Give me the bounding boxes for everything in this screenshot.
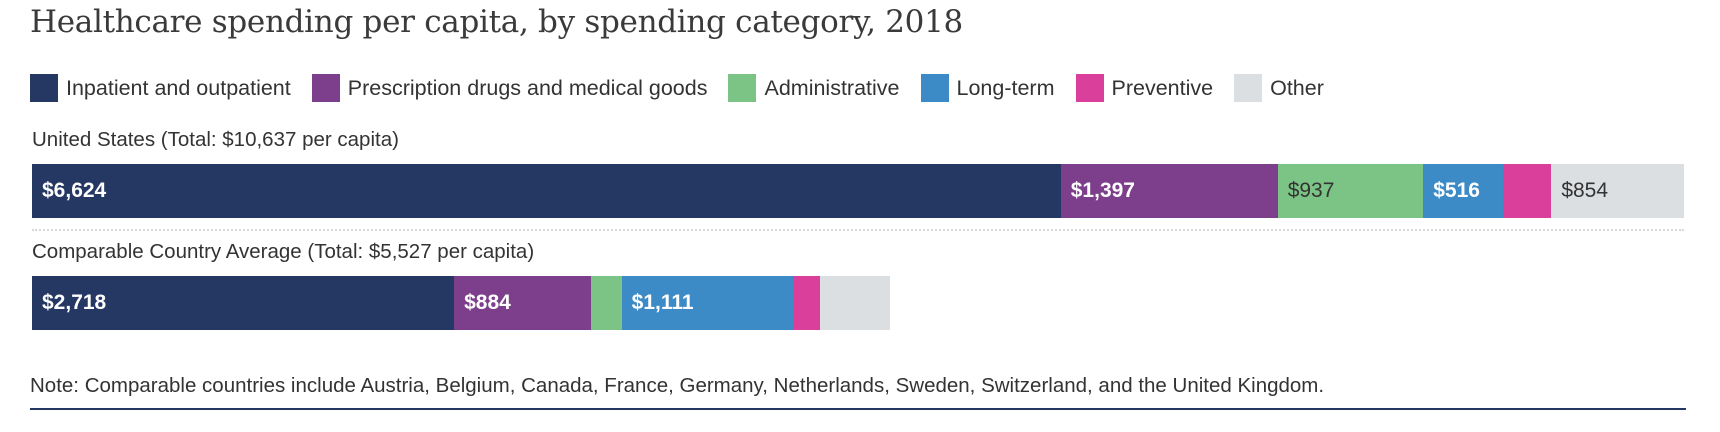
- legend-swatch-long-term: [920, 74, 949, 102]
- legend-item-long-term: Long-term: [920, 74, 1055, 102]
- legend-label: Preventive: [1111, 75, 1214, 100]
- bar-segment-administrative: $937: [1277, 164, 1424, 218]
- legend-item-administrative: Administrative: [728, 74, 900, 102]
- data-label: $516: [1433, 179, 1480, 202]
- bar-segment-preventive: [1503, 164, 1552, 218]
- bar-segment-inpatient-and-outpatient: $2,718: [32, 276, 455, 330]
- bar-segment-preventive: [794, 276, 821, 330]
- bar-segment-other: $854: [1551, 164, 1684, 218]
- bar-united-states: $6,624 $1,397 $937 $516 $854: [32, 164, 1684, 218]
- legend-label: Prescription drugs and medical goods: [347, 75, 708, 100]
- bar-segment-prescription-drugs-and-medical-goods: $1,397: [1060, 164, 1278, 218]
- bar-segment-long-term: $1,111: [621, 276, 795, 330]
- data-label: $2,718: [42, 291, 107, 314]
- legend: Inpatient and outpatient Prescription dru…: [30, 74, 1345, 102]
- bar-comparable-countries: $2,718 $884 $1,111: [32, 276, 891, 330]
- legend-swatch-other: [1234, 74, 1263, 102]
- row-label-comparable-countries: Comparable Country Average (Total: $5,52…: [32, 240, 535, 263]
- legend-item-other: Other: [1234, 74, 1324, 102]
- legend-item-inpatient-and-outpatient: Inpatient and outpatient: [30, 74, 291, 102]
- bar-segment-long-term: $516: [1423, 164, 1504, 218]
- data-label: $937: [1287, 179, 1335, 202]
- bar-segment-other: [820, 276, 891, 330]
- legend-swatch-prescription-drugs-and-medical-goods: [311, 74, 340, 102]
- data-label: $854: [1561, 179, 1609, 202]
- legend-label: Other: [1270, 75, 1324, 100]
- data-label: $1,111: [631, 291, 694, 314]
- row-label-united-states: United States (Total: $10,637 per capita…: [32, 128, 399, 151]
- legend-label: Inpatient and outpatient: [66, 75, 291, 100]
- legend-swatch-preventive: [1075, 74, 1104, 102]
- legend-item-preventive: Preventive: [1075, 74, 1214, 102]
- legend-label: Administrative: [764, 75, 900, 100]
- chart-title: Healthcare spending per capita, by spend…: [30, 4, 963, 40]
- data-label: $1,397: [1070, 179, 1135, 202]
- data-label: $884: [464, 291, 511, 314]
- footnote: Note: Comparable countries include Austr…: [30, 374, 1325, 397]
- bar-segment-administrative: [591, 276, 622, 330]
- legend-item-prescription-drugs-and-medical-goods: Prescription drugs and medical goods: [311, 74, 708, 102]
- bar-segment-inpatient-and-outpatient: $6,624: [32, 164, 1061, 218]
- data-label: $6,624: [42, 179, 107, 202]
- legend-swatch-inpatient-and-outpatient: [30, 74, 58, 102]
- row-divider: [32, 229, 1684, 231]
- bar-segment-prescription-drugs-and-medical-goods: $884: [454, 276, 592, 330]
- legend-label: Long-term: [956, 75, 1055, 100]
- legend-swatch-administrative: [728, 74, 757, 102]
- bottom-rule: [30, 408, 1686, 410]
